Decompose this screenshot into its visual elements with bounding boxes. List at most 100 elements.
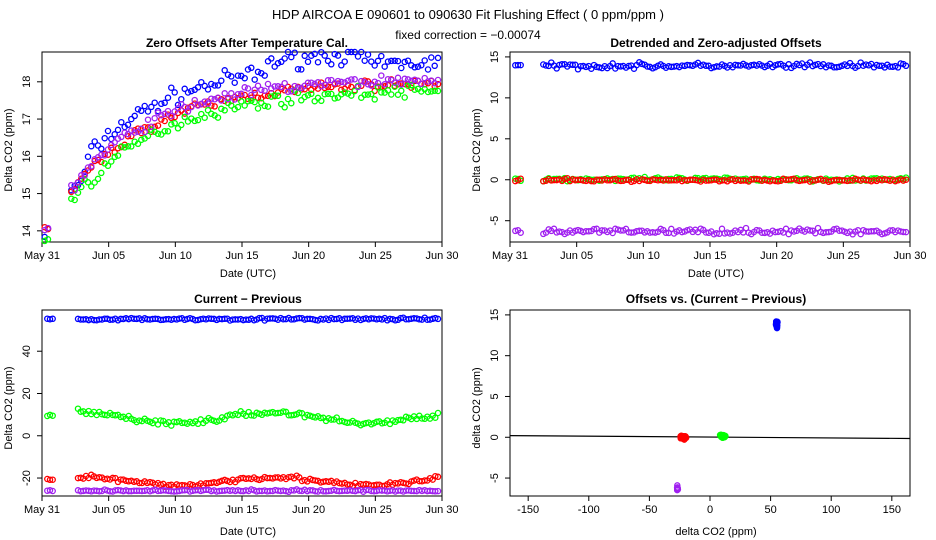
data-point-purple [351,76,358,83]
data-point-purple [713,230,720,237]
data-point-purple [141,128,148,136]
data-point-blue [428,54,435,61]
data-point-purple [284,88,292,96]
x-tick-label: Jun 15 [693,250,726,262]
plot-frame [41,51,443,243]
data-point-green [281,104,288,111]
data-point-blue [271,63,278,70]
data-point-red [381,83,388,90]
data-point-purple [900,228,907,236]
y-tick-label: 17 [21,113,33,125]
data-point-purple [224,95,232,103]
data-point-blue [298,66,305,73]
x-tick-label: 50 [764,504,776,516]
data-point-purple [374,79,382,87]
data-point-green [168,121,175,128]
data-point-green [144,132,152,140]
x-tick-label: 100 [822,504,840,516]
x-tick-label: Jun 25 [827,250,860,262]
data-point-blue [218,77,225,84]
data-point-green [84,179,92,186]
data-point-green [378,89,385,96]
x-tick-label: Jun 20 [292,250,325,262]
data-point-purple [790,228,798,235]
data-point-blue [254,68,262,76]
data-point-green [431,87,438,94]
data-point-blue [46,315,54,323]
data-point-blue [514,61,522,69]
data-point-green [268,93,275,100]
data-point-green [128,143,135,150]
data-point-blue [168,84,175,91]
data-point-blue [148,103,155,111]
data-point-green [108,158,115,165]
data-point-purple [138,125,145,133]
data-point-purple [188,103,195,111]
x-tick-label: 0 [707,504,713,516]
data-point-purple [381,81,388,88]
data-point-green [424,88,432,96]
data-point-purple [348,76,355,83]
panel-detrended-offsets: Detrended and Zero-adjusted Offsets Date… [471,36,927,280]
data-point-purple [174,105,182,112]
data-point-purple [753,226,760,234]
data-point-green [194,116,202,124]
data-point-red [131,126,138,134]
x-axis-label: Date (UTC) [220,268,276,280]
y-tick-label: 0 [489,177,501,183]
data-point-red [154,122,162,129]
data-point-purple [221,90,228,97]
data-point-purple [902,228,910,236]
data-point-red [774,178,782,185]
data-point-purple [49,487,56,495]
data-point-purple [314,79,322,86]
data-point-purple [258,86,265,94]
x-tick-label: Jun 10 [159,250,192,262]
data-point-purple [241,84,248,91]
data-point-purple [384,75,392,83]
data-point-red [371,87,378,95]
data-point-green [164,128,172,135]
data-point-purple [46,487,54,494]
data-point-red [622,176,630,183]
data-point-green [434,87,442,95]
data-point-blue [231,79,238,86]
data-point-blue [161,99,168,107]
data-point-blue [421,57,428,64]
panel-title: Detrended and Zero-adjusted Offsets [610,36,822,50]
data-point-blue [268,55,275,62]
data-point-blue [101,134,108,142]
data-point-purple [164,107,172,115]
data-point-blue [211,82,218,89]
data-point-green [341,89,348,96]
x-tick-label: Jun 30 [893,250,926,262]
data-point-green [404,82,412,89]
data-point-purple [251,86,258,93]
data-point-red [96,473,103,481]
data-point-blue [301,52,308,60]
data-point-purple [148,123,155,130]
data-point-green [298,97,305,104]
x-tick-label: Jun 05 [92,504,125,516]
data-point-purple [68,181,75,189]
data-point-green [284,95,292,103]
x-tick-label: Jun 05 [560,250,593,262]
data-point-blue [88,142,95,150]
x-tick-label: May 31 [24,250,60,262]
data-point-red [134,125,142,132]
figure-subtitle: fixed correction = −0.00074 [395,28,541,42]
data-point-green [271,92,278,99]
data-point-red [432,472,439,480]
data-point-blue [398,64,405,72]
data-point-red [348,83,355,91]
data-point-green [238,98,245,105]
data-point-green [214,114,222,121]
data-point-green [184,118,192,125]
data-point-blue [288,53,295,61]
data-point-green [98,169,105,177]
data-point-red [281,87,288,94]
data-point-green [49,412,56,419]
data-point-blue [401,58,408,66]
data-point-green [280,408,287,415]
x-tick-label: Jun 15 [225,250,258,262]
